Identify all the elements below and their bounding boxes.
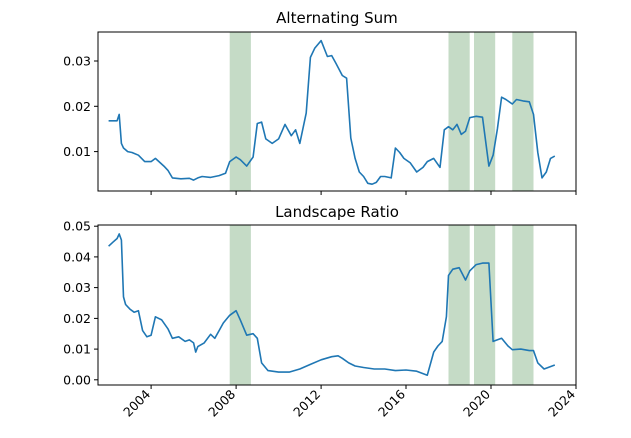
landscape-ratio-ytick-label: 0.00 (63, 372, 91, 387)
alternating-sum-line (108, 39, 556, 185)
alternating-sum-ytick-label: 0.03 (63, 54, 91, 69)
landscape-ratio-band-2 (448, 225, 470, 385)
alternating-sum-band-2 (448, 32, 470, 191)
alternating-sum-band-1 (229, 32, 251, 191)
alternating-sum-frame (97, 31, 577, 192)
alternating-sum-chart: Alternating Sum 0.01 0.02 0.03 (63, 9, 577, 195)
alternating-sum-ytick-label: 0.02 (63, 99, 91, 114)
landscape-ratio-shaded-bands (229, 225, 534, 385)
landscape-ratio-ytick-label: 0.03 (63, 280, 91, 295)
alternating-sum-shaded-bands (229, 32, 534, 191)
alternating-sum-y-axis: 0.01 0.02 0.03 (63, 54, 577, 195)
alternating-sum-title: Alternating Sum (276, 9, 398, 27)
landscape-ratio-ytick-label: 0.01 (63, 342, 91, 357)
landscape-ratio-xtick-label: 2008 (205, 386, 238, 419)
landscape-ratio-frame (97, 224, 577, 386)
landscape-ratio-ytick-label: 0.02 (63, 311, 91, 326)
landscape-ratio-title: Landscape Ratio (275, 203, 399, 221)
landscape-ratio-xtick-label: 2020 (460, 386, 493, 419)
landscape-ratio-y-axis: 0.00 0.01 0.02 0.03 0.04 0.05 (63, 219, 98, 387)
landscape-ratio-xtick-label: 2012 (290, 387, 323, 420)
landscape-ratio-ytick-label: 0.05 (63, 219, 91, 234)
landscape-ratio-xtick-label: 2016 (375, 386, 408, 419)
landscape-ratio-chart: Landscape Ratio 0.00 0.01 0.02 0.03 0.04 0.05… (63, 203, 578, 420)
landscape-ratio-xtick-label: 2024 (545, 386, 578, 419)
landscape-ratio-band-4 (512, 225, 534, 385)
landscape-ratio-band-3 (474, 225, 496, 385)
alternating-sum-band-3 (474, 32, 496, 191)
landscape-ratio-xtick-label: 2004 (120, 386, 153, 419)
landscape-ratio-band-1 (229, 225, 251, 385)
alternating-sum-ytick-label: 0.01 (63, 144, 91, 159)
landscape-ratio-ytick-label: 0.04 (63, 249, 91, 264)
alternating-sum-band-4 (512, 32, 534, 191)
landscape-ratio-line (108, 233, 556, 376)
landscape-ratio-x-axis: 2004 2008 2012 2016 2020 2024 (120, 385, 578, 420)
